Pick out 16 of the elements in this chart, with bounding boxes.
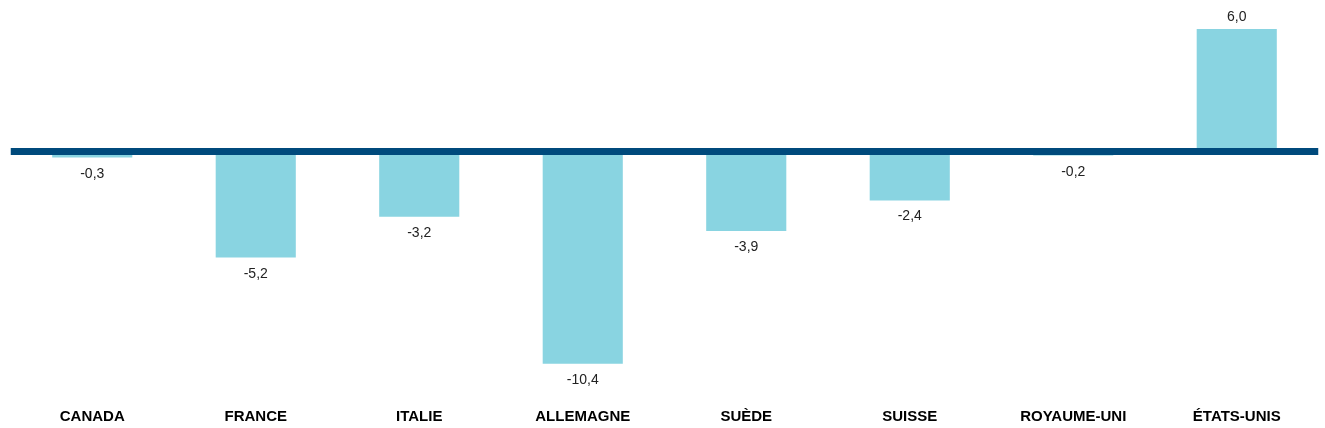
x-tick-label: ROYAUME-UNI xyxy=(1020,406,1127,424)
data-label: -3,2 xyxy=(407,223,432,240)
x-tick-label: ITALIE xyxy=(396,406,443,424)
x-tick-label: ALLEMAGNE xyxy=(535,406,631,424)
data-label: -0,2 xyxy=(1061,162,1086,179)
x-tick-label: SUISSE xyxy=(882,406,938,424)
data-label: -5,2 xyxy=(243,264,269,281)
data-label: -3,9 xyxy=(734,238,759,255)
x-tick-label: CANADA xyxy=(59,406,125,424)
data-label: -0,3 xyxy=(80,164,105,181)
x-tick-label: SUÈDE xyxy=(720,406,773,424)
x-tick-label: ÉTATS-UNIS xyxy=(1192,406,1281,424)
data-label: 6,0 xyxy=(1227,7,1247,24)
x-tick-label: FRANCE xyxy=(224,406,287,424)
data-label: -10,4 xyxy=(566,370,599,387)
data-label: -2,4 xyxy=(897,207,923,224)
